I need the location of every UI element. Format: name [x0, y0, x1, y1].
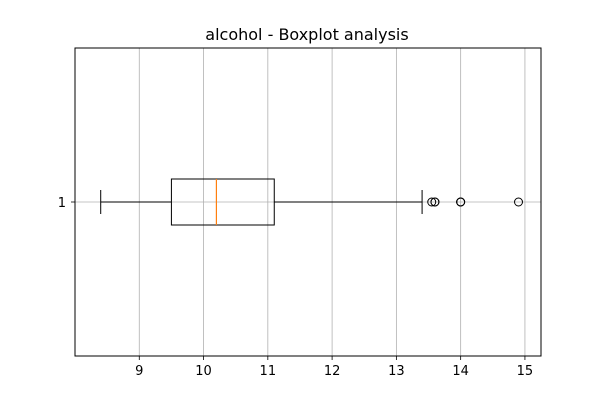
axes: 9 10 11 12 13 14 15 1 [58, 196, 533, 379]
x-tick-label: 9 [135, 364, 143, 379]
x-tick-label: 11 [260, 364, 277, 379]
y-tick-label: 1 [58, 196, 66, 211]
outlier-point [514, 197, 524, 207]
x-tick-label: 12 [324, 364, 341, 379]
outlier-point [427, 197, 437, 207]
x-tick-label: 14 [452, 364, 469, 379]
x-tick-label: 10 [195, 364, 212, 379]
x-tick-label: 15 [517, 364, 534, 379]
box-iqr [170, 178, 275, 226]
plot-area [100, 178, 524, 226]
chart-title: alcohol - Boxplot analysis [205, 25, 408, 44]
outlier-point [430, 197, 440, 207]
x-tick-label: 13 [388, 364, 405, 379]
outlier-point [456, 197, 466, 207]
